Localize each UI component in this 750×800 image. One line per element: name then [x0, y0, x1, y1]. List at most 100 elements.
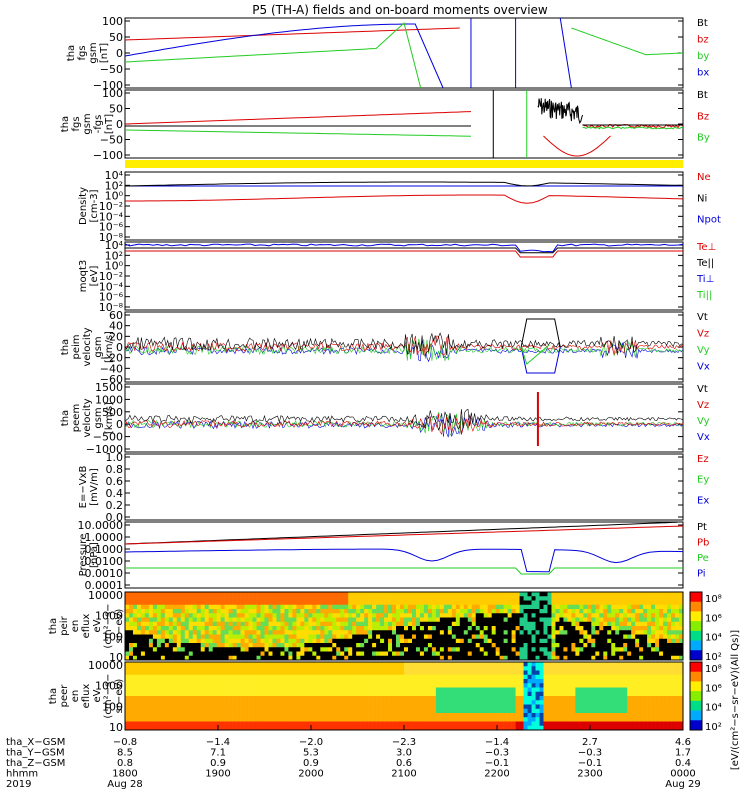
panel-10-pixel [376, 683, 381, 688]
panel-10-pixel [348, 679, 353, 684]
panel-6-ytick-label: 0 [116, 418, 123, 431]
panel-9-pixel [491, 592, 496, 597]
panel-10-pixel [352, 717, 357, 722]
x-axis-value: 2300 [577, 769, 602, 780]
panel-10-pixel [280, 696, 285, 701]
panel-10-pixel [228, 725, 233, 731]
panel-10-pixel [276, 700, 281, 705]
panel-10-pixel [555, 725, 560, 731]
panel-9-pixel [583, 604, 588, 610]
panel-10-pixel [643, 717, 648, 722]
panel-9-pixel [316, 638, 321, 644]
panel-9-pixel [467, 651, 473, 657]
panel-9-pixel [663, 651, 668, 657]
panel-10-pixel [352, 674, 357, 680]
panel-10-pixel [503, 717, 508, 722]
panel-10-pixel [631, 674, 636, 680]
panel-10-pixel [591, 696, 596, 701]
panel-9-pixel [659, 613, 664, 618]
panel-9-pixel [519, 592, 524, 597]
panel-9-pixel [527, 630, 532, 635]
panel-10-pixel [352, 696, 357, 701]
panel-10-pixel [268, 674, 273, 680]
panel-10-pixel [547, 666, 552, 671]
panel-9-pixel [467, 626, 473, 631]
panel-9-pixel [320, 617, 325, 623]
panel-10-pixel [176, 670, 182, 676]
panel-9-pixel [344, 613, 349, 618]
panel-9-pixel [479, 647, 485, 652]
panel-9-pixel [667, 613, 672, 618]
panel-10-pixel [184, 683, 190, 688]
panel-9-pixel [160, 630, 166, 635]
panel-9-pixel [507, 609, 512, 614]
panel-10-pixel [192, 700, 198, 705]
panel-10-pixel [631, 700, 636, 705]
panel-9-pixel [671, 613, 676, 618]
panel-9-pixel [551, 609, 556, 614]
panel-10-pixel [479, 687, 485, 693]
panel-10-pixel [635, 700, 640, 705]
panel-9-pixel [172, 613, 178, 618]
panel-10-pixel [164, 679, 170, 684]
panel-9-pixel [404, 643, 409, 648]
panel-10-pixel [180, 691, 186, 697]
panel-10-pixel [204, 725, 209, 731]
panel-10-pixel [188, 700, 194, 705]
panel-10-pixel [200, 679, 206, 684]
panel-9-pixel [248, 609, 253, 614]
panel-10-pixel [443, 721, 449, 727]
panel-10-pixel [499, 725, 504, 731]
panel-9-pixel [587, 630, 592, 635]
panel-10-pixel [188, 674, 194, 680]
panel-9-pixel [256, 609, 261, 614]
panel-10-pixel [392, 683, 397, 688]
panel-1-ytick-label: −50 [100, 63, 123, 76]
panel-9-pixel [479, 643, 485, 648]
panel-10-pixel [667, 696, 672, 701]
panel-9-pixel [599, 609, 604, 614]
panel-10-pixel [663, 696, 668, 701]
panel-9-pixel [587, 596, 592, 601]
panel-9-colorbar-segment [690, 650, 702, 661]
panel-10-pixel [487, 713, 492, 718]
panel-9-pixel [495, 651, 500, 657]
panel-9-pixel [224, 600, 229, 606]
panel-10-pixel [659, 725, 664, 731]
panel-9-pixel [216, 626, 221, 631]
panel-9-pixel [216, 621, 221, 627]
panel-6-ylabel: tha [60, 410, 71, 426]
panel-10-pixel [244, 683, 249, 688]
panel-9-pixel [172, 651, 178, 657]
panel-10-pixel [651, 696, 656, 701]
panel-9-pixel [324, 596, 329, 601]
panel-9-pixel [240, 638, 245, 644]
panel-9-pixel [240, 655, 245, 661]
panel-10-pixel [599, 725, 604, 731]
panel-10-pixel [316, 700, 321, 705]
panel-10-pixel [651, 662, 656, 667]
panel-9-pixel [196, 643, 202, 648]
panel-9-pixel [507, 604, 512, 610]
panel-9-pixel [332, 617, 337, 623]
panel-9-pixel [515, 596, 520, 601]
panel-9-pixel [360, 596, 365, 601]
panel-9-pixel [160, 596, 166, 601]
panel-10-pixel [172, 691, 178, 697]
panel-9-pixel [439, 634, 445, 640]
panel-10-pixel [356, 700, 361, 705]
panel-10-pixel [216, 708, 221, 714]
panel-10-pixel [176, 666, 182, 671]
panel-10-pixel [671, 666, 676, 671]
panel-9-pixel [244, 638, 249, 644]
panel-10-pixel [148, 708, 154, 714]
panel-10-pixel [543, 687, 548, 693]
panel-9-pixel [164, 626, 170, 631]
panel-9-pixel [659, 617, 664, 623]
panel-9-pixel [619, 655, 624, 661]
panel-9-pixel [603, 643, 608, 648]
panel-10-pixel [623, 691, 628, 697]
panel-10-pixel [380, 679, 385, 684]
panel-10-pixel [531, 679, 536, 684]
panel-10-pixel [651, 700, 656, 705]
